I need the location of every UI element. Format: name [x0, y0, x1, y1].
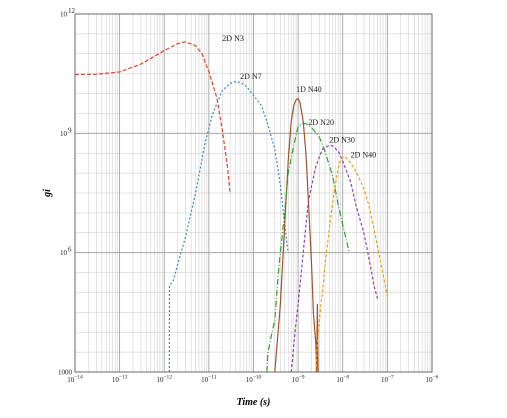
y-tick-label: 10 [60, 11, 68, 19]
series-line-2 [274, 97, 319, 373]
x-tick-exponent: −7 [388, 375, 394, 381]
series-label: 2D N30 [329, 136, 355, 145]
y-tick-label: 10 [60, 130, 68, 138]
x-tick-label: 10−6 [426, 375, 439, 385]
x-tick-base: 10 [201, 376, 209, 384]
y-tick-label: 1000 [58, 369, 73, 377]
x-tick-base: 10 [426, 376, 434, 384]
y-tick-exponent: 12 [68, 7, 76, 15]
x-tick-base: 10 [246, 376, 254, 384]
series-labels: 2D N3 2D N7 1D N40 2D N20 2D N30 2D N40 [222, 34, 376, 159]
y-tick-exponent: 9 [68, 126, 72, 134]
series-line-1 [168, 80, 289, 373]
series-label: 2D N20 [308, 118, 334, 127]
x-tick-label: 10−10 [246, 375, 262, 385]
x-tick-base: 10 [292, 376, 300, 384]
x-tick-exponent: −6 [433, 375, 439, 381]
x-tick-exponent: −8 [343, 375, 349, 381]
y-tick-base: 1000 [58, 369, 73, 377]
x-tick-label: 10−7 [381, 375, 394, 385]
x-tick-base: 10 [112, 376, 120, 384]
series-label: 1D N40 [296, 85, 322, 94]
x-tick-label: 10−12 [156, 375, 172, 385]
x-tick-label: 10−11 [201, 375, 217, 385]
ticks-layer: 10−14 10−13 10−12 10−11 10−10 10−9 10−8 10−7 10−… [58, 7, 439, 384]
x-tick-base: 10 [336, 376, 344, 384]
x-tick-label: 10−8 [336, 375, 349, 385]
series-line-0 [74, 41, 231, 194]
y-tick-exponent: 6 [68, 246, 72, 254]
y-tick-base: 10 [60, 249, 68, 257]
y-tick-base: 10 [60, 130, 68, 138]
series-line-4 [290, 144, 379, 373]
x-tick-exponent: −13 [119, 375, 128, 381]
series-label: 2D N3 [222, 34, 244, 43]
x-tick-base: 10 [67, 376, 75, 384]
y-tick-label: 10 [60, 249, 68, 257]
x-tick-exponent: −11 [208, 375, 217, 381]
series-line-3 [266, 122, 350, 373]
x-tick-exponent: −9 [299, 375, 305, 381]
plot-frame [74, 13, 433, 373]
y-axis-title: gi [42, 189, 53, 198]
series-line-5 [315, 156, 388, 373]
x-tick-base: 10 [381, 376, 389, 384]
x-tick-exponent: −12 [163, 375, 172, 381]
x-axis-title: Time (s) [237, 397, 271, 408]
x-tick-exponent: −10 [253, 375, 262, 381]
series-label: 2D N7 [240, 72, 262, 81]
series-layer [74, 41, 388, 373]
x-tick-exponent: −14 [74, 375, 83, 381]
y-tick-base: 10 [60, 11, 68, 19]
x-tick-label: 10−9 [292, 375, 305, 385]
x-tick-base: 10 [156, 376, 164, 384]
x-tick-label: 10−13 [112, 375, 128, 385]
x-tick-label: 10−14 [67, 375, 83, 385]
series-label: 2D N40 [351, 150, 377, 159]
